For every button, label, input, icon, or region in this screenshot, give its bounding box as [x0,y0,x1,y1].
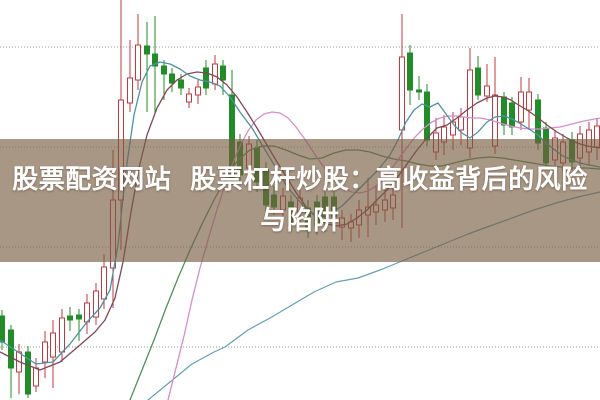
candle-body [152,53,158,67]
candle-body [424,91,430,141]
candle-body [407,52,413,91]
candle-body [25,351,31,395]
candle-body [178,79,184,89]
headline-banner: 股票配资网站 股票杠杆炒股：高收益背后的风险 与陷阱 [0,139,600,262]
candle-body [484,85,490,97]
candle-body [416,89,422,93]
candle-body [450,121,456,136]
candle-body [501,96,507,126]
candle-body [76,314,82,320]
candle-body [475,67,481,96]
headline-line-1: 股票配资网站 股票杠杆炒股：高收益背后的风险 [12,164,588,195]
candle-body [127,77,133,104]
candle-body [33,367,39,387]
candle-body [144,45,150,55]
candle-body [195,86,201,96]
candle-body [509,102,515,128]
candle-body [67,315,73,321]
candle-body [220,65,226,81]
candle-body [135,44,141,81]
candle-body [101,266,107,300]
candle-body [84,302,90,323]
candle-body [212,63,218,85]
candle-body [186,93,192,103]
candle-body [399,56,405,131]
headline-line-2: 与陷阱 [260,205,340,236]
candle-body [161,65,167,75]
candle-body [59,317,65,353]
candle-body [526,91,532,111]
candle-body [42,341,48,363]
candle-body [93,290,99,318]
candle-body [203,67,209,89]
candle-body [458,116,464,131]
candle-body [50,332,56,358]
candle-body [169,73,175,84]
candle-body [0,315,5,343]
